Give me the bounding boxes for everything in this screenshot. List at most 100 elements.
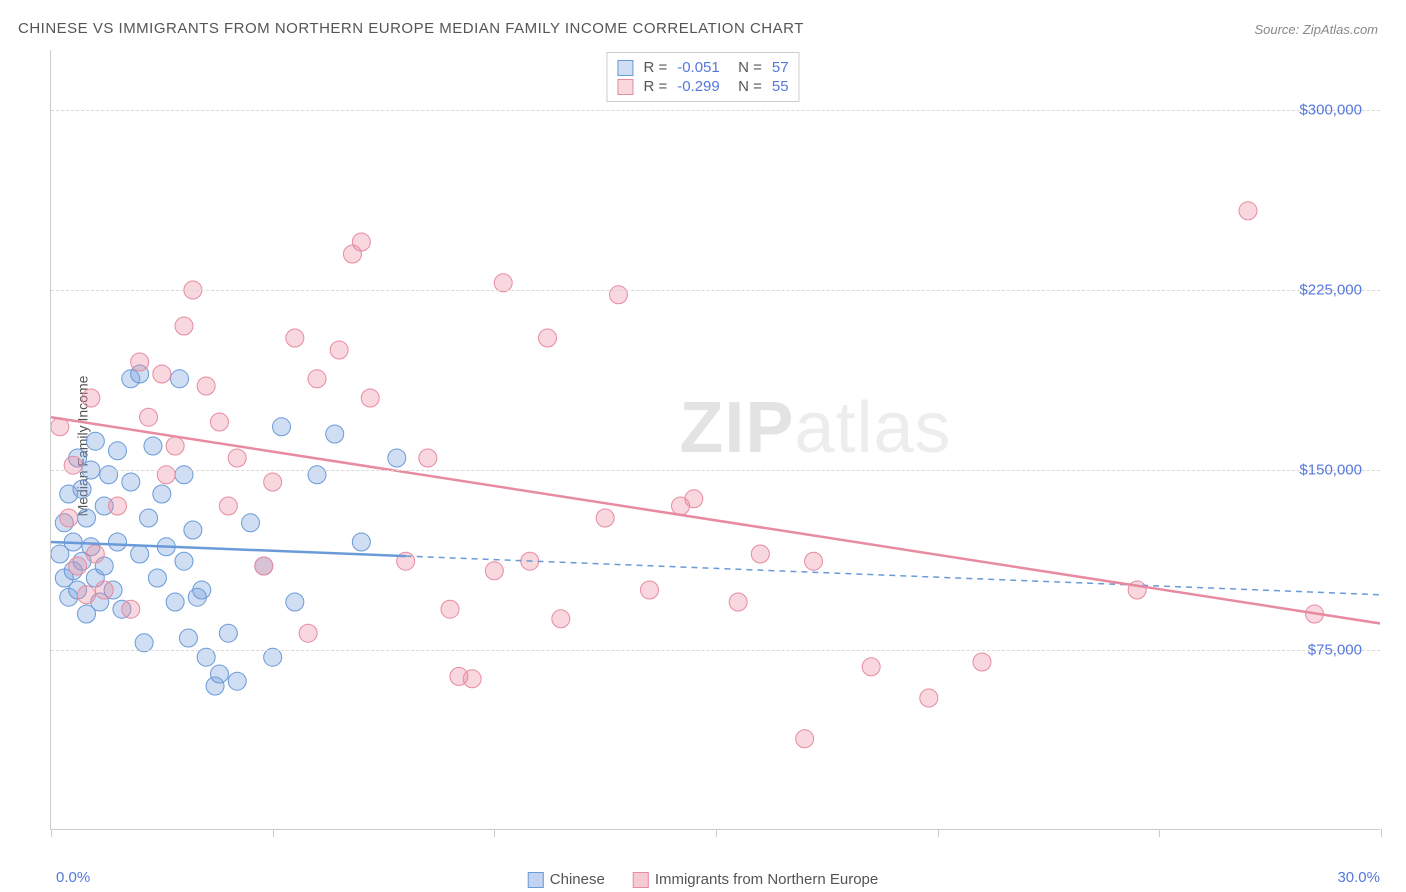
data-point: [86, 545, 104, 563]
x-tick: [273, 829, 274, 837]
data-point: [361, 389, 379, 407]
data-point: [60, 509, 78, 527]
data-point: [729, 593, 747, 611]
source-attribution: Source: ZipAtlas.com: [1254, 22, 1378, 37]
data-point: [228, 449, 246, 467]
stats-n-label: N =: [730, 78, 762, 95]
data-point: [153, 365, 171, 383]
data-point: [148, 569, 166, 587]
data-point: [131, 545, 149, 563]
data-point: [131, 353, 149, 371]
data-point: [95, 581, 113, 599]
data-point: [485, 562, 503, 580]
data-point: [171, 370, 189, 388]
chart-title: CHINESE VS IMMIGRANTS FROM NORTHERN EURO…: [18, 20, 804, 37]
data-point: [255, 557, 273, 575]
data-point: [920, 689, 938, 707]
data-point: [862, 658, 880, 676]
correlation-stats-box: R =-0.051 N =57R =-0.299 N =55: [606, 52, 799, 102]
stats-r-value: -0.051: [677, 59, 720, 76]
data-point: [109, 533, 127, 551]
data-point: [330, 341, 348, 359]
data-point: [352, 233, 370, 251]
data-point: [184, 521, 202, 539]
data-point: [805, 552, 823, 570]
data-point: [219, 497, 237, 515]
legend-bottom: Chinese Immigrants from Northern Europe: [528, 871, 878, 888]
data-point: [193, 581, 211, 599]
data-point: [388, 449, 406, 467]
legend-item: Immigrants from Northern Europe: [633, 871, 878, 888]
data-point: [77, 586, 95, 604]
gridline: [51, 650, 1380, 651]
data-point: [197, 377, 215, 395]
data-point: [1239, 202, 1257, 220]
legend-label: Immigrants from Northern Europe: [655, 871, 878, 888]
data-point: [109, 497, 127, 515]
data-point: [973, 653, 991, 671]
data-point: [153, 485, 171, 503]
legend-swatch: [633, 872, 649, 888]
trend-line-extrapolated: [406, 556, 1380, 595]
data-point: [419, 449, 437, 467]
data-point: [641, 581, 659, 599]
data-point: [308, 466, 326, 484]
data-point: [175, 466, 193, 484]
data-point: [596, 509, 614, 527]
stats-n-label: N =: [730, 59, 762, 76]
data-point: [175, 552, 193, 570]
data-point: [326, 425, 344, 443]
data-point: [77, 509, 95, 527]
data-point: [64, 456, 82, 474]
gridline: [51, 110, 1380, 111]
data-point: [144, 437, 162, 455]
plot-area: $75,000$150,000$225,000$300,000: [50, 50, 1380, 830]
data-point: [175, 317, 193, 335]
data-point: [286, 329, 304, 347]
data-point: [122, 600, 140, 618]
data-point: [273, 418, 291, 436]
data-point: [166, 437, 184, 455]
stats-n-value: 55: [772, 78, 789, 95]
scatter-plot-svg: [51, 50, 1380, 829]
x-tick: [716, 829, 717, 837]
data-point: [441, 600, 459, 618]
data-point: [100, 466, 118, 484]
data-point: [242, 514, 260, 532]
stats-row: R =-0.299 N =55: [617, 78, 788, 95]
x-tick: [494, 829, 495, 837]
data-point: [352, 533, 370, 551]
x-tick: [51, 829, 52, 837]
data-point: [552, 610, 570, 628]
data-point: [166, 593, 184, 611]
data-point: [82, 389, 100, 407]
data-point: [308, 370, 326, 388]
data-point: [539, 329, 557, 347]
y-tick-label: $225,000: [1299, 282, 1362, 299]
data-point: [73, 480, 91, 498]
data-point: [109, 442, 127, 460]
stats-row: R =-0.051 N =57: [617, 59, 788, 76]
x-axis-max-label: 30.0%: [1337, 869, 1380, 886]
legend-item: Chinese: [528, 871, 605, 888]
data-point: [463, 670, 481, 688]
data-point: [299, 624, 317, 642]
data-point: [122, 473, 140, 491]
legend-swatch: [617, 60, 633, 76]
data-point: [210, 413, 228, 431]
data-point: [286, 593, 304, 611]
data-point: [210, 665, 228, 683]
data-point: [609, 286, 627, 304]
legend-label: Chinese: [550, 871, 605, 888]
gridline: [51, 290, 1380, 291]
x-tick: [1381, 829, 1382, 837]
data-point: [179, 629, 197, 647]
data-point: [86, 432, 104, 450]
data-point: [157, 466, 175, 484]
y-tick-label: $75,000: [1308, 642, 1362, 659]
data-point: [751, 545, 769, 563]
y-tick-label: $300,000: [1299, 102, 1362, 119]
legend-swatch: [617, 79, 633, 95]
data-point: [140, 408, 158, 426]
data-point: [140, 509, 158, 527]
